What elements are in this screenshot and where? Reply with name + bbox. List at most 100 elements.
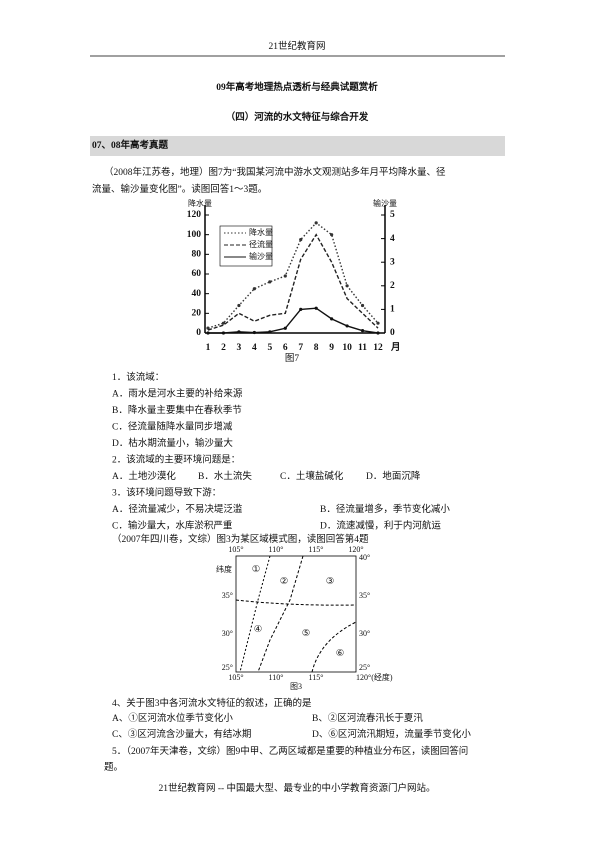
legend-label: 径流量 xyxy=(249,239,273,249)
point xyxy=(376,321,380,325)
option: D、⑥区河流汛期短，流量季节变化小 xyxy=(312,728,471,740)
option: D．流速减慢，利于内河航运 xyxy=(320,520,441,532)
boundary xyxy=(257,555,304,673)
option: A．土地沙漠化 xyxy=(112,470,176,482)
option: D．地面沉降 xyxy=(366,470,421,482)
question: 1．该流域： xyxy=(112,371,164,383)
x-tick-label: 9 xyxy=(329,343,334,353)
point xyxy=(360,329,365,333)
y-tick-label: 60 xyxy=(192,269,202,279)
map-label: 25° xyxy=(359,663,370,672)
point xyxy=(299,237,303,242)
y2-axis-label: 输沙量 xyxy=(373,198,397,208)
point xyxy=(376,331,380,335)
point xyxy=(314,221,318,225)
y-tick-label: 80 xyxy=(192,250,202,260)
paragraph: （2007年四川卷，文综）图3为某区域模式图，读图回答第4题 xyxy=(112,533,369,545)
point xyxy=(221,321,226,325)
option: A、①区河流水位季节变化小 xyxy=(112,712,233,724)
section-bar xyxy=(90,136,505,156)
map-label: 30° xyxy=(222,629,233,638)
region-label: ② xyxy=(280,576,289,587)
map-label: 25° xyxy=(222,663,233,672)
map-label: 110° xyxy=(269,673,284,682)
series-line xyxy=(207,233,379,331)
x-tick-label: 10 xyxy=(342,343,352,353)
map-label: 纬度 xyxy=(216,564,232,574)
option: A．雨水是河水主要的补给来源 xyxy=(112,388,243,400)
caption: 图7 xyxy=(285,353,300,364)
region-label: ⑤ xyxy=(302,628,311,639)
y2-tick-label: 1 xyxy=(390,305,395,315)
legend-label: 输沙量 xyxy=(249,251,273,261)
header: 21世纪教育网 xyxy=(268,40,325,52)
point xyxy=(268,280,272,284)
point xyxy=(237,303,241,308)
question: 5．（2007年天津卷，文综）图9中甲、乙两区域都是重要的种植业分布区，读图回答… xyxy=(112,745,468,757)
footer: 21世纪教育网 -- 中国最大型、最专业的中小学教育资源门户网站。 xyxy=(158,782,435,794)
point xyxy=(283,326,287,330)
map-label: 105° xyxy=(228,545,243,554)
point xyxy=(283,274,287,278)
point xyxy=(252,330,256,335)
region-label: ① xyxy=(252,564,261,575)
point xyxy=(252,287,256,291)
option: A．径流量减少，不易决堤泛滥 xyxy=(112,503,243,515)
x-tick-label: 7 xyxy=(298,343,303,353)
map-label: 105° xyxy=(228,673,243,682)
series-line xyxy=(207,221,379,329)
x-tick-label: 1 xyxy=(206,343,211,353)
map-label: 40° xyxy=(359,553,370,562)
map-label: 30° xyxy=(359,629,370,638)
point xyxy=(345,324,349,328)
point xyxy=(330,317,334,321)
section-title: 07、08年高考真题 xyxy=(92,139,169,151)
question: 2．该流域的主要环境问题是： xyxy=(112,454,240,466)
map-label: 115° xyxy=(309,673,324,682)
title: 09年高考地理热点透析与经典试题赏析 xyxy=(216,81,378,93)
point xyxy=(206,326,210,330)
caption: 图3 xyxy=(290,682,302,691)
point xyxy=(330,233,334,237)
map-label: 120°(经度) xyxy=(356,672,393,682)
y2-tick-label: 0 xyxy=(390,328,395,338)
boundary xyxy=(311,621,357,673)
point xyxy=(345,284,349,288)
map-label: 35° xyxy=(359,591,370,600)
option: C．土壤盐碱化 xyxy=(280,470,344,482)
y-axis-label: 降水量 xyxy=(188,198,212,208)
x-axis-label: 月 xyxy=(390,342,401,353)
option: B、②区河流春汛长于夏汛 xyxy=(312,712,423,724)
point xyxy=(360,303,365,308)
option: C．输沙量大，水库淤积严重 xyxy=(112,520,233,532)
subtitle: （四）河流的水文特征与综合开发 xyxy=(226,111,369,123)
boundary xyxy=(239,555,271,673)
point xyxy=(299,307,303,311)
x-tick-label: 6 xyxy=(283,343,288,353)
option: B．径流量增多，季节变化减小 xyxy=(320,503,450,515)
question: 4、关于图3中各河流水文特征的叙述，正确的是 xyxy=(112,697,312,709)
y-tick-label: 20 xyxy=(192,309,202,319)
map-label: 35° xyxy=(222,591,233,600)
option: B．水土流失 xyxy=(198,470,252,482)
paragraph: （2008年江苏卷，地理）图7为“我国某河流中游水文观测站多年月平均降水量、径 xyxy=(104,166,446,178)
map-label: 115° xyxy=(309,545,324,554)
point xyxy=(237,330,241,334)
option: C、③区河流含沙量大，有结冰期 xyxy=(112,728,251,740)
y-tick-label: 40 xyxy=(192,289,202,299)
question: 题。 xyxy=(104,762,123,773)
x-tick-label: 12 xyxy=(373,343,383,353)
x-tick-label: 11 xyxy=(358,343,367,353)
x-tick-label: 3 xyxy=(237,343,242,353)
point xyxy=(268,330,272,334)
point xyxy=(221,331,226,335)
option: C．径流量随降水量同步增减 xyxy=(112,421,233,433)
x-tick-label: 2 xyxy=(221,343,226,353)
y-tick-label: 0 xyxy=(196,328,201,338)
y2-tick-label: 4 xyxy=(390,234,395,244)
x-tick-label: 8 xyxy=(314,343,319,353)
y2-tick-label: 5 xyxy=(390,210,395,220)
map-label: 120° xyxy=(348,545,363,554)
y-tick-label: 100 xyxy=(187,230,202,240)
question: 3．该环境问题导致下游： xyxy=(112,487,221,499)
